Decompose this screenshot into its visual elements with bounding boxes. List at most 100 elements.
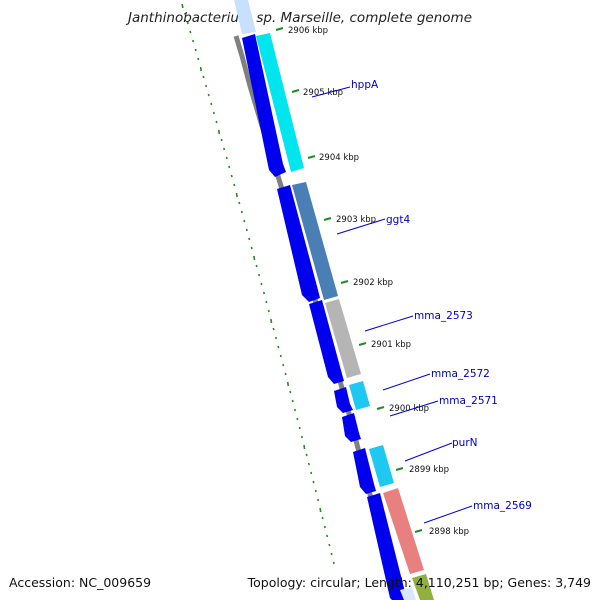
gene-label-purN[interactable]: purN — [452, 437, 478, 449]
ring-dot — [255, 264, 258, 268]
gene-leader-line — [382, 373, 431, 391]
gene-arrow[interactable] — [242, 34, 286, 177]
topology-label: Topology: circular; Length: 4,110,251 bp… — [247, 575, 591, 590]
ring-dot — [312, 480, 315, 484]
ring-dot — [330, 552, 333, 556]
ring-dot — [189, 30, 192, 34]
bp-tick-label: 2901 kbp — [371, 340, 411, 350]
ring-dot — [262, 291, 266, 295]
ring-dot — [194, 48, 197, 52]
ring-dot — [314, 489, 317, 493]
cds-block-top[interactable] — [234, 0, 256, 34]
gene-leader-line — [389, 400, 439, 417]
gene-label-mma_2572[interactable]: mma_2572 — [431, 368, 490, 380]
cds-block-white — [400, 587, 416, 600]
ring-dot — [282, 363, 285, 367]
cds-block-ggt4[interactable] — [292, 182, 338, 300]
ring-dot — [202, 75, 205, 79]
ring-dot — [235, 192, 238, 198]
gene-arrow[interactable] — [342, 413, 361, 442]
gene-arrow[interactable] — [334, 387, 353, 413]
ring-dot — [245, 228, 248, 232]
gene-label-mma_2573[interactable]: mma_2573 — [414, 310, 473, 322]
ring-dot — [272, 327, 275, 331]
ring-dot — [220, 138, 223, 142]
ring-dot — [225, 156, 228, 160]
bp-tick — [395, 467, 404, 471]
gene-arrow[interactable] — [309, 300, 344, 384]
ring-dot — [279, 354, 282, 358]
ring-dot — [293, 408, 297, 412]
cds-block-purN[interactable] — [369, 445, 394, 487]
ring-dot — [207, 93, 210, 97]
ring-dot — [317, 498, 320, 502]
ring-dot — [300, 435, 304, 439]
ring-dot — [291, 399, 294, 403]
map-title: Janthinobacterium sp. Marseille, complet… — [127, 10, 473, 26]
bp-tick-label: 2903 kbp — [336, 215, 376, 225]
gene-label-ggt4[interactable]: ggt4 — [386, 214, 410, 226]
ring-dot — [265, 300, 268, 304]
outer-dotted-ring — [181, 3, 335, 565]
cds-block-mma_2569[interactable] — [383, 488, 424, 574]
ring-dot — [233, 183, 236, 187]
gene-label-mma_2569[interactable]: mma_2569 — [473, 500, 532, 512]
ring-dot — [253, 255, 256, 261]
ring-dot — [197, 57, 200, 61]
ring-dot — [181, 3, 184, 9]
cds-block-hppA[interactable] — [256, 33, 304, 172]
cds-block-mma_2572[interactable] — [349, 381, 370, 410]
gene-label-hppA[interactable]: hppA — [351, 79, 379, 91]
ring-dot — [326, 534, 329, 538]
bp-ticks — [275, 27, 423, 533]
ring-dot — [205, 84, 208, 88]
ring-dot — [284, 372, 287, 376]
cds-block-mma_2573[interactable] — [325, 299, 361, 378]
gene-arrow[interactable] — [353, 448, 376, 494]
bp-tick — [323, 217, 332, 221]
bp-tick-label: 2904 kbp — [319, 153, 359, 163]
ring-dot — [240, 210, 243, 214]
ring-dot — [267, 309, 270, 313]
ring-dot — [223, 147, 226, 151]
gene-arrow-track — [242, 34, 407, 600]
bp-tick — [307, 155, 316, 159]
bp-tick — [376, 406, 385, 410]
ring-dot — [212, 111, 215, 115]
bp-tick-label: 2899 kbp — [409, 465, 449, 475]
ring-dot — [289, 390, 292, 394]
bp-tick-label: 2898 kbp — [429, 527, 469, 537]
ring-dot — [243, 219, 246, 223]
bp-tick — [275, 27, 284, 31]
ring-dot — [230, 174, 233, 178]
ring-dot — [228, 165, 231, 169]
ring-dot — [210, 102, 213, 106]
bp-tick — [358, 342, 367, 346]
accession-label: Accession: NC_009659 — [9, 575, 152, 590]
ring-dot — [217, 129, 221, 135]
gene-label-mma_2571[interactable]: mma_2571 — [439, 395, 498, 407]
ring-dot — [307, 462, 310, 466]
ring-dot — [260, 282, 263, 286]
bp-tick — [340, 280, 349, 284]
gene-leader-line — [311, 86, 351, 98]
bp-tick — [291, 89, 300, 93]
ring-dot — [274, 336, 278, 340]
gene-arrow[interactable] — [277, 185, 320, 302]
cds-track — [234, 0, 434, 600]
ring-dot — [186, 21, 189, 25]
ring-dot — [286, 381, 290, 387]
ring-dot — [323, 525, 326, 529]
ring-dot — [250, 246, 253, 250]
ring-dot — [319, 507, 322, 513]
bp-tick — [414, 529, 423, 533]
bp-tick-label: 2905 kbp — [303, 88, 343, 98]
ring-dot — [303, 444, 306, 450]
ring-dot — [321, 516, 324, 520]
gene-leader-line — [423, 505, 473, 524]
gene-arrow[interactable] — [367, 493, 407, 600]
cds-block-olive[interactable] — [412, 574, 434, 600]
gene-leader-line — [364, 315, 414, 332]
ring-dot — [199, 66, 202, 72]
